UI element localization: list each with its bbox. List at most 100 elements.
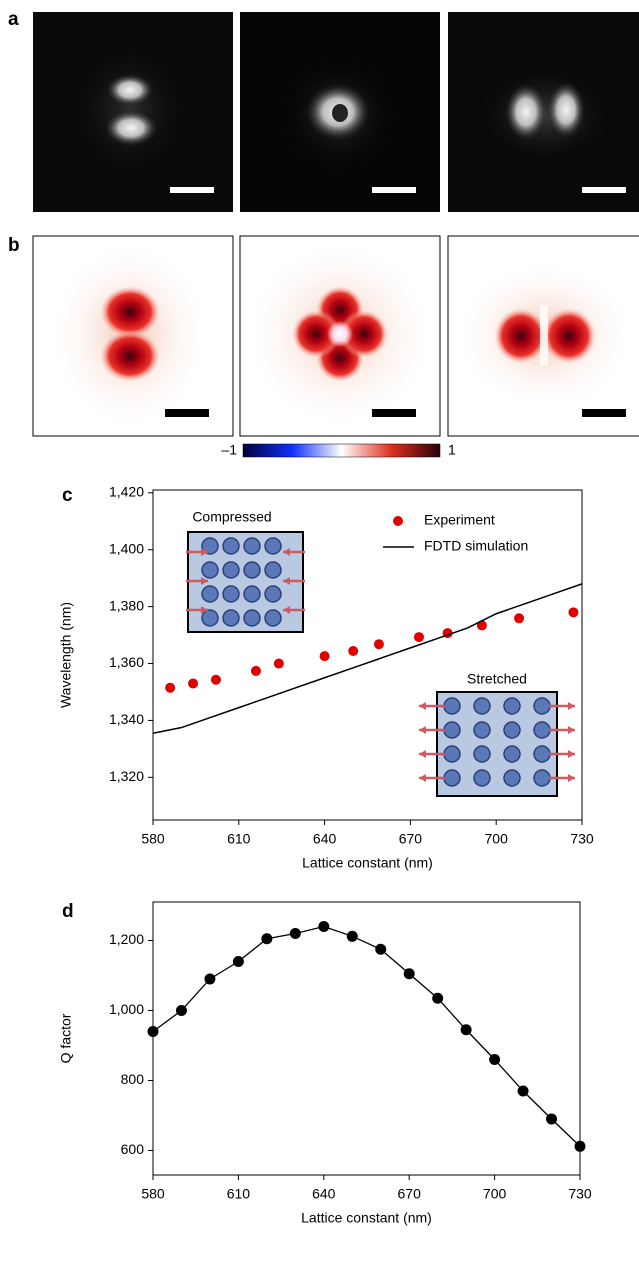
axes-frame <box>152 489 583 821</box>
arrow-head <box>419 774 426 782</box>
air-hole <box>201 585 219 603</box>
air-hole <box>473 721 491 739</box>
y-tick-label: 1,340 <box>109 711 144 727</box>
colorbar <box>242 443 441 458</box>
line-series <box>152 925 581 1147</box>
panel-label: b <box>8 235 20 256</box>
data-point <box>319 651 330 662</box>
air-hole <box>264 609 282 627</box>
air-hole <box>533 697 551 715</box>
air-hole <box>533 721 551 739</box>
air-hole <box>443 769 461 787</box>
arrow-head <box>419 702 426 710</box>
air-hole <box>443 721 461 739</box>
data-point <box>261 933 273 945</box>
y-axis-label: Q factor <box>58 1013 74 1063</box>
data-point <box>413 632 424 643</box>
arrow-head <box>419 726 426 734</box>
y-tick-label: 1,400 <box>109 540 144 556</box>
data-point <box>232 956 244 967</box>
x-tick-label: 670 <box>398 1186 422 1202</box>
colorbar-tick-label: 1 <box>448 442 456 458</box>
arrow-head <box>201 577 208 585</box>
air-hole <box>473 745 491 763</box>
x-tick-label: 730 <box>568 1186 592 1202</box>
data-point <box>489 1054 501 1065</box>
arrow-head <box>283 606 290 614</box>
arrow-head <box>568 750 575 758</box>
data-point <box>175 1005 187 1016</box>
simulation-image <box>32 235 234 437</box>
data-point <box>346 930 358 942</box>
data-point <box>403 968 415 980</box>
y-tick-label: 1,420 <box>109 484 144 500</box>
panel-label: a <box>8 9 19 30</box>
air-hole <box>443 697 461 715</box>
air-hole <box>264 585 282 603</box>
y-tick-label: 1,320 <box>109 768 144 784</box>
axes-frame <box>152 901 581 1176</box>
air-hole <box>243 537 261 555</box>
y-tick-label: 600 <box>121 1141 145 1157</box>
air-hole <box>473 697 491 715</box>
air-hole <box>503 697 521 715</box>
arrow-head <box>283 577 290 585</box>
data-point <box>375 943 387 955</box>
data-point <box>373 639 384 650</box>
y-tick-label: 1,380 <box>109 597 144 613</box>
air-hole <box>222 537 240 555</box>
data-point <box>204 973 216 985</box>
x-tick-label: 580 <box>141 1186 165 1202</box>
line-series <box>152 583 583 734</box>
x-axis-label: Lattice constant (nm) <box>301 1210 432 1226</box>
data-point <box>147 1026 159 1037</box>
y-tick-label: 1,200 <box>109 931 144 947</box>
data-point <box>517 1085 529 1097</box>
x-tick-label: 700 <box>483 1186 507 1202</box>
air-hole <box>443 745 461 763</box>
microscope-image <box>240 12 440 212</box>
data-point <box>273 658 284 669</box>
x-tick-label: 610 <box>227 1186 251 1202</box>
air-hole <box>243 585 261 603</box>
arrow-head <box>568 726 575 734</box>
air-hole <box>533 745 551 763</box>
y-axis-label: Wavelength (nm) <box>58 602 74 708</box>
inset-stretched: Stretched <box>419 671 575 797</box>
x-tick-label: 640 <box>313 831 337 847</box>
inset-title: Stretched <box>467 671 527 687</box>
data-point <box>318 921 330 932</box>
simulation-image <box>447 235 639 437</box>
microscope-image <box>448 12 639 212</box>
data-point <box>250 665 261 676</box>
air-hole <box>222 609 240 627</box>
inset-title: Compressed <box>192 509 271 525</box>
legend-label: Experiment <box>424 512 495 528</box>
air-hole <box>201 609 219 627</box>
arrow-head <box>283 548 290 556</box>
air-hole <box>264 561 282 579</box>
data-point <box>188 678 199 689</box>
arrow-head <box>568 774 575 782</box>
x-tick-label: 670 <box>399 831 423 847</box>
data-point <box>165 682 176 693</box>
y-tick-label: 1,360 <box>109 654 144 670</box>
microscope-image <box>33 12 233 212</box>
arrow-head <box>568 702 575 710</box>
data-point <box>432 992 444 1004</box>
y-tick-label: 800 <box>121 1071 145 1087</box>
arrow-head <box>201 606 208 614</box>
air-hole <box>473 769 491 787</box>
air-hole <box>201 537 219 555</box>
simulation-image <box>239 235 441 437</box>
x-axis-label: Lattice constant (nm) <box>302 855 433 871</box>
panel-label: d <box>62 901 74 922</box>
data-point <box>289 928 301 939</box>
data-point <box>210 674 221 685</box>
air-hole <box>222 585 240 603</box>
air-hole <box>264 537 282 555</box>
arrow-head <box>419 750 426 758</box>
air-hole <box>222 561 240 579</box>
panel-label: c <box>62 485 73 506</box>
